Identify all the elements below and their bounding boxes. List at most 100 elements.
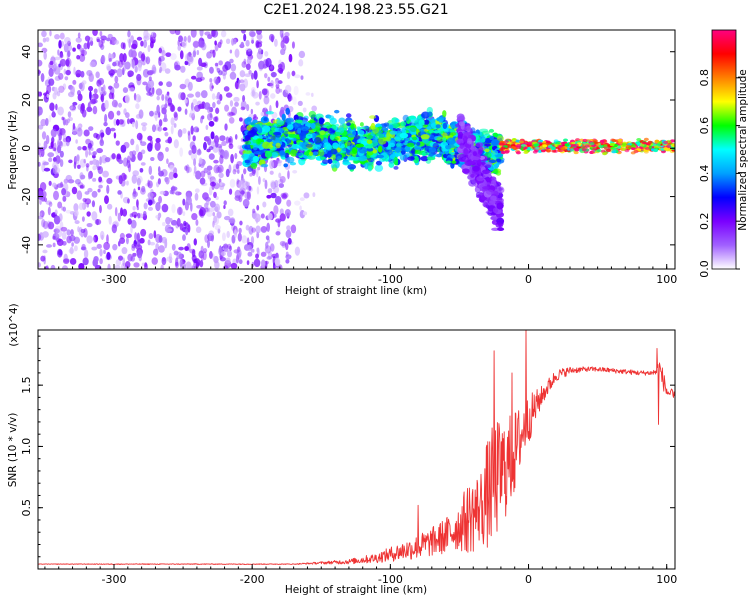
spectrogram-cell bbox=[176, 217, 181, 227]
spectrogram-cell bbox=[327, 158, 333, 164]
spectrogram-cell bbox=[135, 120, 139, 130]
spectrogram-cell bbox=[86, 40, 90, 50]
spectrogram-cell bbox=[135, 93, 141, 103]
spectrogram-cell bbox=[165, 52, 172, 58]
spectrogram-cell bbox=[141, 185, 146, 193]
spectrogram-cell bbox=[157, 151, 164, 162]
spectrogram-y-label: Frequency (Hz) bbox=[7, 110, 19, 189]
spectrogram-cell bbox=[59, 150, 64, 158]
spectrogram-cell bbox=[227, 250, 232, 258]
spectrogram-cell bbox=[516, 145, 522, 149]
spectrogram-cell bbox=[244, 159, 251, 164]
spectrogram-cell bbox=[125, 112, 130, 119]
spectrogram-cell bbox=[94, 218, 102, 225]
spectrogram-cell bbox=[127, 198, 130, 204]
spectrogram-cell bbox=[442, 137, 447, 143]
spectrogram-cell bbox=[44, 266, 49, 269]
spectrogram-cell bbox=[161, 236, 168, 244]
spectrogram-cell bbox=[261, 88, 268, 96]
spectrogram-cell bbox=[106, 65, 112, 72]
spectrogram-cell bbox=[203, 248, 208, 254]
spectrogram-cell bbox=[123, 61, 127, 72]
spectrogram-cell bbox=[350, 123, 355, 130]
spectrogram-cell bbox=[127, 218, 132, 225]
spectrogram-cell bbox=[45, 117, 49, 127]
spectrogram-cell bbox=[131, 43, 138, 49]
spectrogram-cell bbox=[366, 139, 373, 145]
spectrogram-cell bbox=[585, 138, 591, 143]
spectrogram-cell bbox=[492, 207, 499, 214]
spectrogram-cell bbox=[413, 155, 420, 164]
spectrogram-cell bbox=[230, 262, 238, 269]
spectrogram-cell bbox=[248, 30, 256, 37]
spectrogram-cell bbox=[69, 246, 74, 255]
spectrogram-cell bbox=[52, 164, 58, 175]
spectrogram-cell bbox=[61, 240, 67, 246]
spectrogram-cell bbox=[122, 52, 127, 63]
spectrogram-cell bbox=[253, 258, 261, 268]
spectrogram-cell bbox=[148, 69, 155, 74]
spectrogram-cell bbox=[219, 154, 224, 165]
spectrogram-cell bbox=[76, 154, 80, 162]
spectrogram-cell bbox=[63, 258, 70, 265]
spectrogram-cell bbox=[80, 184, 86, 189]
spectrogram-cell bbox=[467, 152, 474, 160]
spectrogram-cell bbox=[149, 40, 154, 49]
spectrogram-cell bbox=[39, 212, 43, 218]
spectrogram-cell bbox=[81, 243, 86, 250]
spectrogram-cell bbox=[103, 241, 110, 251]
spectrogram-cell bbox=[446, 160, 452, 164]
spectrogram-cell bbox=[399, 132, 409, 139]
spectrogram-cell bbox=[138, 254, 142, 262]
spectrogram-cell bbox=[39, 182, 47, 192]
spectrogram-cell bbox=[42, 191, 47, 198]
spectrogram-cell bbox=[241, 190, 244, 197]
spectrogram-cell bbox=[89, 98, 97, 105]
spectrogram-cell bbox=[142, 68, 150, 78]
spectrogram-cell bbox=[609, 143, 615, 147]
spectrogram-cell bbox=[81, 216, 85, 222]
spectrogram-cell bbox=[596, 148, 602, 153]
spectrogram-cell bbox=[330, 148, 338, 155]
spectrogram-cell bbox=[154, 110, 159, 116]
spectrogram-cell bbox=[95, 71, 100, 79]
spectrogram-cell bbox=[158, 47, 163, 54]
spectrogram-cell bbox=[74, 220, 80, 225]
spectrogram-cell bbox=[395, 151, 402, 157]
spectrogram-cell bbox=[157, 166, 161, 173]
spectrogram-cell bbox=[379, 157, 386, 163]
spectrogram-cell bbox=[192, 40, 200, 48]
spectrogram-cell bbox=[281, 193, 288, 200]
spectrogram-cell bbox=[107, 263, 111, 269]
spectrogram-cell bbox=[104, 157, 111, 163]
spectrogram-cell bbox=[124, 261, 131, 269]
spectrogram-cell bbox=[466, 138, 473, 145]
spectrogram-cell bbox=[211, 85, 214, 89]
spectrogram-cell bbox=[269, 141, 274, 148]
spectrogram-cell bbox=[96, 218, 99, 226]
spectrogram-cell bbox=[73, 66, 76, 75]
spectrogram-cell bbox=[108, 85, 113, 90]
spectrogram-cell bbox=[287, 237, 292, 245]
spectrogram-cell bbox=[263, 88, 270, 98]
spectrogram-cell bbox=[299, 205, 302, 211]
spectrogram-cell bbox=[621, 142, 627, 146]
spectrogram-cell bbox=[52, 235, 56, 240]
spectrogram-cell bbox=[137, 212, 141, 219]
spectrogram-cell bbox=[388, 161, 395, 168]
spectrogram-cell bbox=[57, 106, 64, 116]
spectrogram-cell bbox=[255, 225, 261, 234]
spectrogram-cell bbox=[170, 125, 174, 135]
spectrogram-cell bbox=[102, 170, 109, 178]
spectrogram-cell bbox=[573, 150, 579, 155]
spectrogram-cell bbox=[192, 258, 198, 264]
spectrogram-cell bbox=[663, 140, 669, 145]
spectrogram-cell bbox=[346, 122, 351, 127]
spectrogram-cell bbox=[190, 30, 197, 38]
spectrogram-cell bbox=[133, 92, 137, 101]
spectrogram-cell bbox=[130, 219, 137, 229]
spectrogram-cell bbox=[288, 53, 293, 63]
spectrogram-cell bbox=[402, 114, 410, 122]
spectrogram-cell bbox=[564, 143, 570, 147]
spectrogram-cell bbox=[96, 243, 102, 249]
